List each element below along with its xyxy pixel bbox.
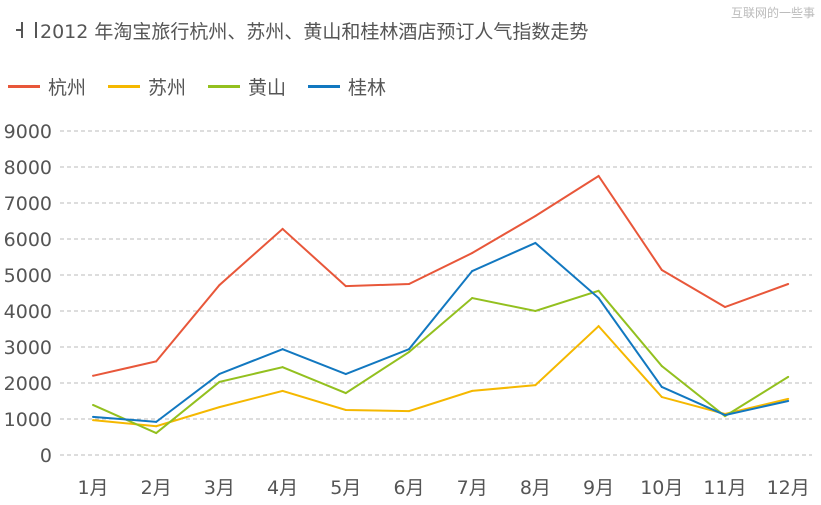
data-point bbox=[534, 214, 537, 217]
x-tick-label: 7月 bbox=[457, 477, 488, 499]
data-point bbox=[534, 384, 537, 387]
data-point bbox=[92, 403, 94, 406]
series-line-1 bbox=[92, 174, 789, 377]
legend-swatch bbox=[8, 85, 40, 88]
data-point bbox=[155, 425, 158, 428]
data-point bbox=[218, 284, 221, 287]
data-point bbox=[344, 285, 347, 288]
data-point bbox=[660, 268, 663, 271]
data-point bbox=[534, 241, 537, 244]
data-point bbox=[218, 373, 221, 375]
x-tick-label: 1月 bbox=[77, 477, 108, 499]
data-point bbox=[281, 227, 284, 230]
legend-swatch bbox=[108, 85, 141, 88]
y-tick-label: 9000 bbox=[4, 121, 52, 143]
data-point bbox=[660, 365, 663, 368]
data-point bbox=[597, 325, 600, 328]
data-point bbox=[344, 373, 347, 375]
legend-label: 杭州 bbox=[48, 77, 87, 99]
x-tick-label: 8月 bbox=[520, 477, 551, 499]
y-tick-label: 2000 bbox=[4, 373, 52, 395]
legend-item: 杭州 bbox=[8, 73, 86, 100]
data-point bbox=[344, 409, 347, 411]
x-tick-label: 2月 bbox=[141, 477, 172, 499]
data-point bbox=[408, 283, 410, 285]
data-point bbox=[408, 351, 410, 354]
legend-label: 桂林 bbox=[348, 77, 387, 99]
data-point bbox=[660, 385, 663, 388]
x-tick-label: 11月 bbox=[703, 477, 746, 499]
x-tick-label: 3月 bbox=[204, 477, 235, 499]
y-tick-label: 1000 bbox=[4, 409, 52, 431]
x-tick-label: 12月 bbox=[767, 477, 810, 499]
data-point bbox=[787, 283, 790, 285]
data-point bbox=[92, 415, 94, 418]
data-point bbox=[597, 297, 600, 300]
data-point bbox=[471, 252, 474, 255]
logo-icon bbox=[16, 22, 37, 38]
legend-label: 黄山 bbox=[248, 77, 287, 99]
y-tick-label: 6000 bbox=[4, 229, 52, 251]
series-line-2 bbox=[92, 324, 789, 428]
data-point bbox=[92, 374, 94, 377]
chart-title: 2012 年淘宝旅行杭州、苏州、黄山和桂林酒店预订人气指数走势 bbox=[40, 21, 589, 43]
watermark: 互联网的一些事 bbox=[730, 6, 815, 20]
legend-item: 苏州 bbox=[108, 73, 186, 100]
data-point bbox=[218, 380, 221, 383]
y-tick-label: 0 bbox=[40, 445, 52, 467]
y-tick-label: 3000 bbox=[4, 337, 52, 359]
series-line-3 bbox=[92, 289, 789, 435]
data-point bbox=[471, 270, 474, 273]
legend-item: 黄山 bbox=[208, 73, 286, 100]
data-point bbox=[155, 432, 158, 435]
data-point bbox=[408, 410, 410, 413]
x-tick-label: 5月 bbox=[330, 477, 361, 499]
data-point bbox=[787, 375, 790, 378]
y-tick-label: 5000 bbox=[4, 265, 52, 287]
legend-item: 桂林 bbox=[308, 73, 386, 100]
data-point bbox=[155, 420, 158, 423]
legend-label: 苏州 bbox=[148, 77, 187, 99]
legend: 杭州 苏州 黄山 桂林 bbox=[8, 73, 408, 100]
data-point bbox=[344, 392, 347, 395]
data-point bbox=[281, 366, 284, 369]
data-point bbox=[787, 400, 790, 402]
data-point bbox=[787, 397, 790, 400]
data-point bbox=[155, 360, 158, 363]
x-tick-label: 9月 bbox=[583, 477, 614, 499]
data-point bbox=[597, 175, 600, 177]
data-point bbox=[534, 310, 537, 312]
legend-swatch bbox=[308, 85, 341, 88]
data-point bbox=[281, 389, 284, 392]
x-tick-label: 4月 bbox=[267, 477, 298, 499]
data-point bbox=[660, 396, 663, 399]
data-point bbox=[218, 406, 221, 409]
legend-swatch bbox=[208, 85, 241, 88]
data-point bbox=[471, 297, 474, 300]
data-point bbox=[724, 414, 726, 417]
data-point bbox=[471, 389, 474, 392]
x-tick-label: 10月 bbox=[640, 477, 683, 499]
data-point bbox=[724, 306, 726, 309]
data-point bbox=[92, 419, 94, 422]
data-point bbox=[408, 348, 410, 351]
data-point bbox=[597, 289, 600, 292]
data-point bbox=[281, 348, 284, 351]
y-tick-label: 4000 bbox=[4, 301, 52, 323]
series-line-4 bbox=[92, 241, 789, 423]
y-tick-label: 8000 bbox=[4, 157, 52, 179]
x-tick-label: 6月 bbox=[393, 477, 424, 499]
y-tick-label: 7000 bbox=[4, 193, 52, 215]
